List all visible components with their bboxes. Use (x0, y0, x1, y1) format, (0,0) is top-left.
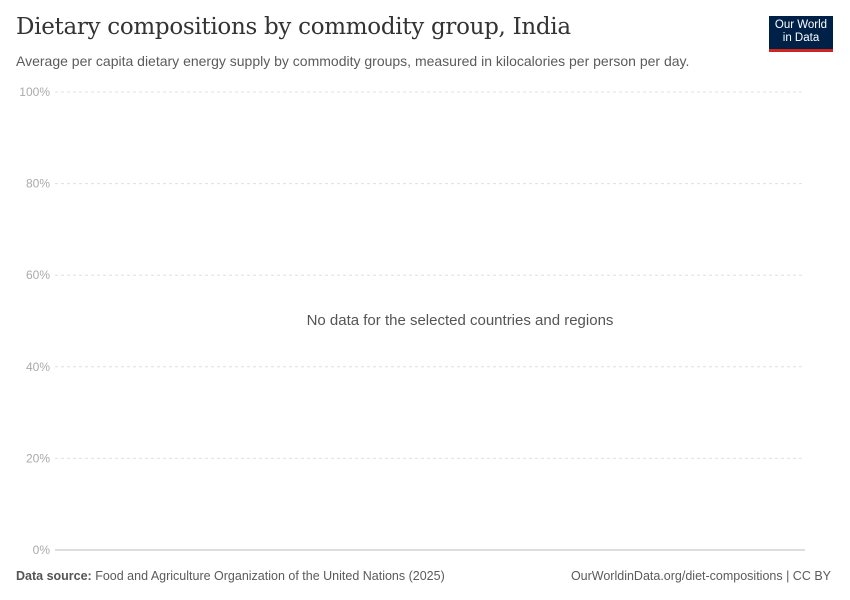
owid-logo[interactable]: Our World in Data (769, 16, 833, 52)
no-data-message: No data for the selected countries and r… (306, 312, 614, 329)
y-tick-label: 40% (26, 360, 50, 374)
logo-line2: in Data (782, 32, 820, 44)
y-tick-label: 0% (33, 543, 51, 557)
chart-title: Dietary compositions by commodity group,… (16, 14, 571, 40)
y-tick-label: 20% (26, 451, 50, 465)
data-source-text: Food and Agriculture Organization of the… (95, 569, 445, 583)
y-tick-label: 60% (26, 268, 50, 282)
data-source-label: Data source: (16, 569, 92, 583)
chart-subtitle: Average per capita dietary energy supply… (16, 53, 690, 69)
url-license[interactable]: OurWorldinData.org/diet-compositions | C… (570, 569, 831, 583)
data-source: Data source: Food and Agriculture Organi… (16, 569, 445, 583)
y-tick-label: 100% (19, 85, 50, 99)
y-tick-label: 80% (26, 177, 50, 191)
logo-line1: Our World (774, 19, 828, 31)
